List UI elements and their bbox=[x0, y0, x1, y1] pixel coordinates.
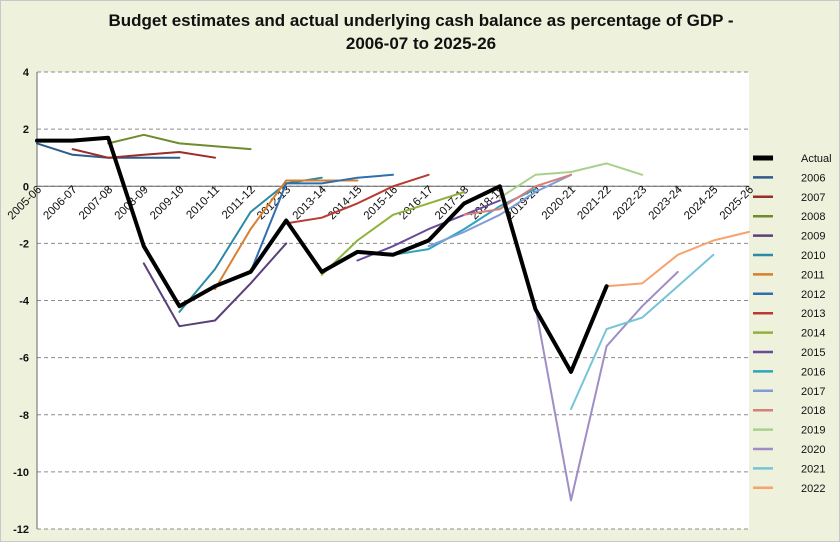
legend-label-2007: 2007 bbox=[801, 192, 825, 204]
series-line-2021 bbox=[570, 253, 715, 410]
series-line-2017 bbox=[427, 173, 572, 248]
y-tick-label: -10 bbox=[13, 467, 29, 479]
y-tick-label: -4 bbox=[19, 296, 30, 308]
legend-label-actual: Actual bbox=[801, 153, 832, 165]
y-tick-label: 2 bbox=[23, 124, 29, 136]
series-line-2022 bbox=[605, 230, 750, 288]
series-line-2009 bbox=[142, 242, 288, 328]
legend-label-2015: 2015 bbox=[801, 347, 825, 359]
legend-label-2019: 2019 bbox=[801, 425, 825, 437]
series-line-2012 bbox=[249, 173, 394, 273]
series-line-2019 bbox=[498, 162, 644, 199]
legend-label-2016: 2016 bbox=[801, 366, 825, 378]
legend-label-2010: 2010 bbox=[801, 250, 825, 262]
legend-label-2009: 2009 bbox=[801, 231, 825, 243]
series-line-2013 bbox=[285, 173, 430, 225]
y-tick-label: -2 bbox=[19, 238, 29, 250]
series-line-2014 bbox=[320, 191, 466, 276]
legend-label-2014: 2014 bbox=[801, 328, 825, 340]
series-line-2020 bbox=[534, 270, 679, 502]
legend-label-2008: 2008 bbox=[801, 211, 825, 223]
legend-label-2018: 2018 bbox=[801, 405, 825, 417]
y-tick-label: 4 bbox=[23, 67, 30, 79]
legend-label-2020: 2020 bbox=[801, 444, 825, 456]
series-line-actual bbox=[35, 135, 609, 374]
legend-label-2012: 2012 bbox=[801, 289, 825, 301]
y-tick-label: -8 bbox=[19, 410, 29, 422]
y-tick-label: -6 bbox=[19, 353, 29, 365]
legend-label-2006: 2006 bbox=[801, 172, 825, 184]
series-line-2015 bbox=[356, 199, 501, 262]
legend-label-2017: 2017 bbox=[801, 386, 825, 398]
chart-title-line-2: 2006-07 to 2025-26 bbox=[345, 34, 497, 53]
chart-title: Budget estimates and actual underlying c… bbox=[1, 9, 840, 55]
series-line-2018 bbox=[463, 173, 572, 216]
series-line-2007 bbox=[71, 148, 216, 159]
legend-label-2013: 2013 bbox=[801, 308, 825, 320]
legend-label-2021: 2021 bbox=[801, 463, 825, 475]
chart-title-line-1: Budget estimates and actual underlying c… bbox=[108, 11, 734, 30]
legend-label-2011: 2011 bbox=[801, 269, 825, 281]
y-tick-label: 0 bbox=[23, 181, 29, 193]
y-tick-label: -12 bbox=[13, 524, 29, 536]
legend-label-2022: 2022 bbox=[801, 483, 825, 495]
plot-area bbox=[37, 72, 749, 529]
series-line-2008 bbox=[107, 133, 252, 151]
